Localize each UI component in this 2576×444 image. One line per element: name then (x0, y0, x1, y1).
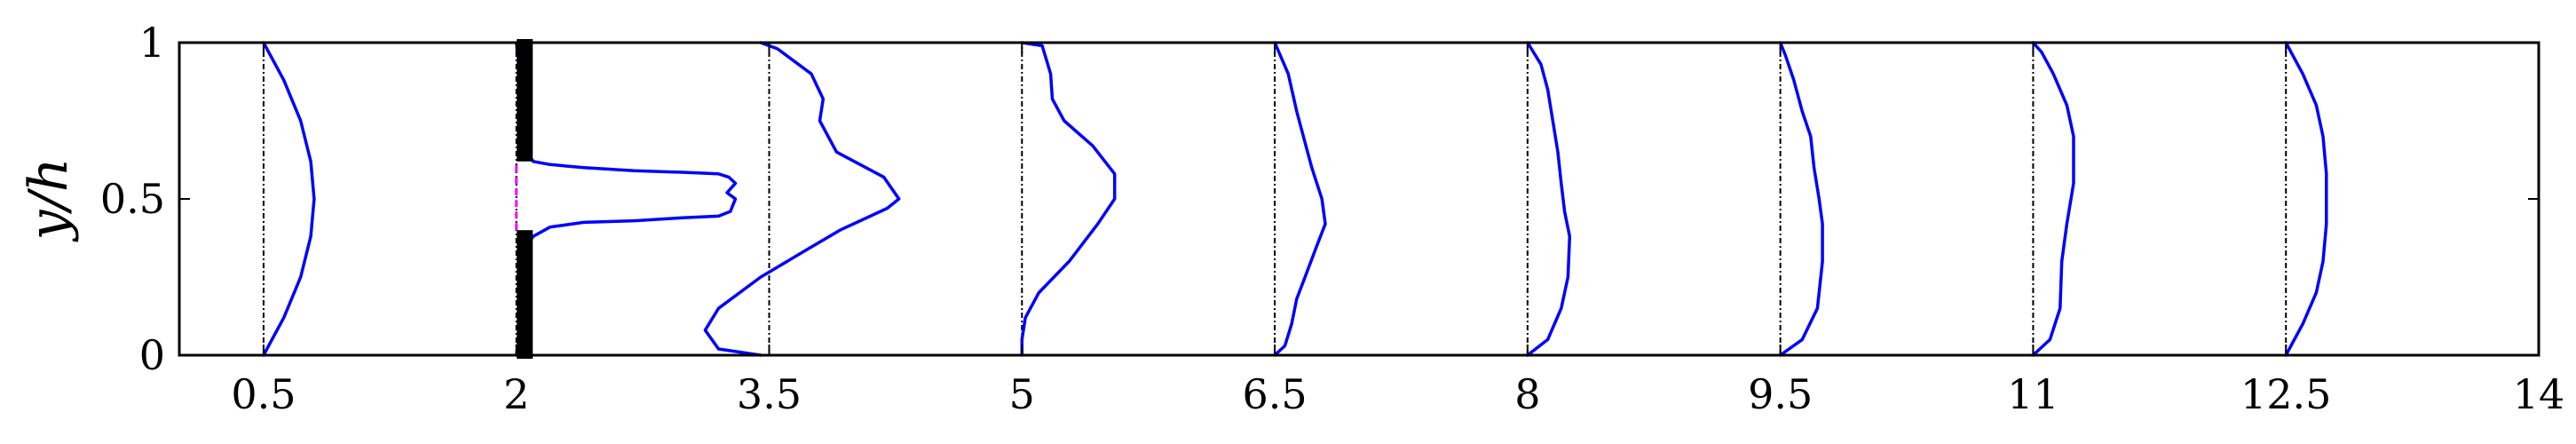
y-tick-label-1: 0.5 (100, 175, 165, 223)
orifice-wall-1 (517, 39, 533, 162)
profile-series-1 (514, 41, 738, 357)
ticks-layer: 0.5 2 3.5 5 6.5 8 9.5 11 12.5 14 0 0.5 1 (100, 19, 2564, 418)
x-tick-label-3: 5 (1009, 370, 1035, 418)
x-tick-label-1: 2 (503, 370, 529, 418)
profile-series-7 (2031, 41, 2075, 357)
x-tick-label-9: 14 (2513, 370, 2565, 418)
x-tick-label-7: 11 (2007, 370, 2059, 418)
x-tick-label-2: 3.5 (737, 370, 802, 418)
y-tick-label-0: 0 (139, 331, 165, 379)
profile-series-5 (1526, 41, 1572, 357)
x-tick-label-4: 6.5 (1242, 370, 1307, 418)
profiles-layer (262, 39, 2328, 359)
profile-series-6 (1778, 41, 1824, 357)
profile-series-0 (262, 41, 316, 357)
plot-area-frame (178, 41, 2540, 357)
y-tick-label-2: 1 (139, 19, 165, 67)
x-tick-label-8: 12.5 (2240, 370, 2331, 418)
profile-series-4 (1273, 41, 1327, 357)
profile-series-8 (2284, 41, 2328, 357)
x-tick-label-0: 0.5 (231, 370, 296, 418)
profile-series-2 (703, 41, 901, 357)
x-tick-label-5: 8 (1514, 370, 1540, 418)
orifice-wall-0 (517, 230, 533, 359)
x-tick-label-6: 9.5 (1748, 370, 1813, 418)
profile-series-3 (1020, 41, 1117, 357)
y-axis-label: y/h (18, 158, 80, 243)
